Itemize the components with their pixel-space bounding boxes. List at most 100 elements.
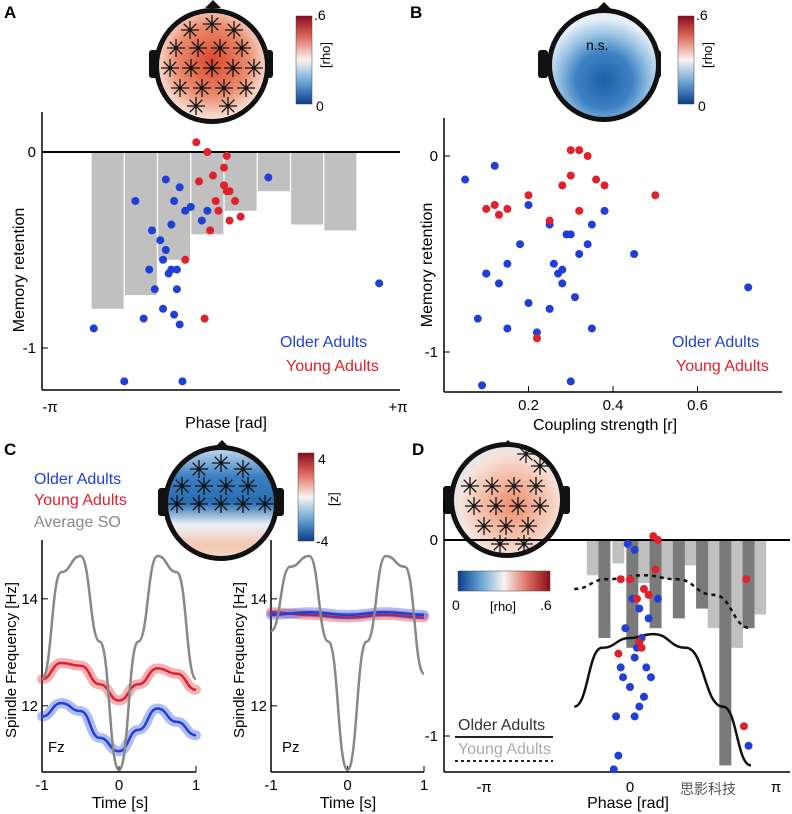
d-xtick-label: π — [771, 779, 781, 796]
electrode-marker — [195, 477, 213, 495]
b-point-older — [545, 304, 554, 313]
a-bar — [158, 152, 191, 260]
a-point-older — [172, 285, 181, 294]
d-point-older — [609, 765, 618, 774]
electrode-marker — [465, 497, 483, 515]
electrode-marker — [215, 79, 233, 97]
d-xlabel: Phase [rad] — [587, 795, 669, 812]
d-point-older — [644, 614, 653, 623]
d-bar-young — [754, 540, 767, 615]
b-point-young — [503, 204, 512, 213]
b-point-older — [524, 201, 533, 209]
a-ylabel: Memory retention — [11, 208, 28, 333]
electrode-marker — [517, 445, 535, 463]
a-point-young — [206, 226, 215, 235]
d-ytick-label: 0 — [430, 532, 438, 549]
b-point-older — [744, 283, 753, 292]
b-point-older — [473, 314, 482, 323]
electrode-marker — [245, 59, 263, 77]
d-bar-older — [742, 540, 755, 629]
electrode-marker — [203, 15, 221, 33]
b-point-older — [583, 240, 592, 249]
d-xtick-label: -π — [476, 779, 491, 796]
electrode-marker — [167, 39, 185, 57]
d-point-young — [626, 575, 634, 584]
d-point-older — [630, 545, 639, 554]
c-legend-avg: Average SO — [34, 514, 121, 531]
a-point-older — [147, 226, 156, 235]
d-fit-older — [573, 632, 752, 767]
electrode-marker — [211, 39, 229, 57]
a-point-young — [225, 187, 234, 196]
colorbar-a-label: [rho] — [318, 42, 333, 68]
d-point-older — [744, 741, 753, 750]
colorbar-a-bottom: 0 — [316, 98, 324, 114]
electrode-marker — [497, 517, 515, 535]
c-series-line — [270, 610, 425, 619]
electrode-marker — [233, 39, 251, 57]
d-point-older — [646, 673, 655, 682]
c-xtick-label: 0 — [343, 777, 351, 794]
d-point-older — [623, 539, 632, 548]
a-point-older — [120, 377, 129, 386]
ear-icon — [538, 50, 548, 78]
a-point-older — [167, 220, 176, 229]
b-point-older — [478, 381, 487, 390]
b-point-older — [570, 293, 579, 302]
c-xtick-label: 1 — [420, 777, 428, 794]
colorbar-d: 0 [rho] .6 — [452, 570, 552, 614]
b-point-older — [562, 230, 571, 239]
d-xtick-label: 0 — [626, 779, 634, 796]
b-point-young — [600, 181, 609, 190]
electrode-marker — [475, 517, 493, 535]
a-bar — [191, 152, 224, 235]
a-point-young — [222, 151, 231, 160]
colorbar-d-left: 0 — [452, 597, 460, 613]
electrode-marker — [483, 477, 501, 495]
b-point-older — [490, 161, 499, 170]
c-sublabel-pz: Pz — [282, 739, 300, 756]
b-point-older — [503, 324, 512, 333]
b-xlabel: Coupling strength [r] — [533, 417, 677, 434]
topomap-c — [158, 440, 284, 561]
electrode-marker — [171, 79, 189, 97]
c-xtick-label: -1 — [264, 777, 277, 794]
d-point-older — [635, 604, 644, 613]
a-point-older — [175, 320, 184, 329]
a-point-older — [178, 377, 187, 386]
c-sublabel-fz: Fz — [48, 739, 65, 756]
d-point-older — [630, 653, 639, 662]
b-legend-young: Young Adults — [676, 358, 769, 375]
a-bar — [91, 152, 124, 309]
d-point-young — [644, 590, 653, 599]
watermark: 思影科技 — [680, 781, 736, 797]
colorbar-c: 4 -4 [z] — [297, 451, 341, 549]
a-point-older — [139, 314, 148, 323]
d-bar-older — [719, 540, 732, 766]
a-bar — [291, 152, 324, 225]
b-ytick-label: -1 — [425, 344, 438, 361]
d-point-older — [614, 751, 623, 760]
electrode-marker — [181, 21, 199, 39]
nose-icon — [205, 0, 221, 8]
c-series-band — [37, 698, 201, 757]
c-left-ylabel: Spindle Frequency [Hz] — [3, 582, 20, 738]
a-point-older — [156, 236, 165, 245]
topomap-d — [443, 440, 570, 558]
electrode-marker — [161, 59, 179, 77]
a-point-young — [220, 163, 228, 172]
c-xtick-label: -1 — [35, 777, 48, 794]
electrode-marker — [212, 495, 230, 513]
electrode-marker — [234, 495, 252, 513]
c-series-line — [41, 661, 197, 702]
electrode-marker — [256, 495, 274, 513]
electrode-marker — [527, 477, 545, 495]
a-point-older — [89, 324, 98, 333]
a-legend-young: Young Adults — [286, 358, 379, 375]
c-series-line — [270, 554, 426, 772]
electrode-marker — [505, 477, 523, 495]
d-ytick-label: -1 — [425, 728, 438, 745]
b-point-older — [587, 220, 596, 229]
electrode-marker — [531, 457, 549, 475]
